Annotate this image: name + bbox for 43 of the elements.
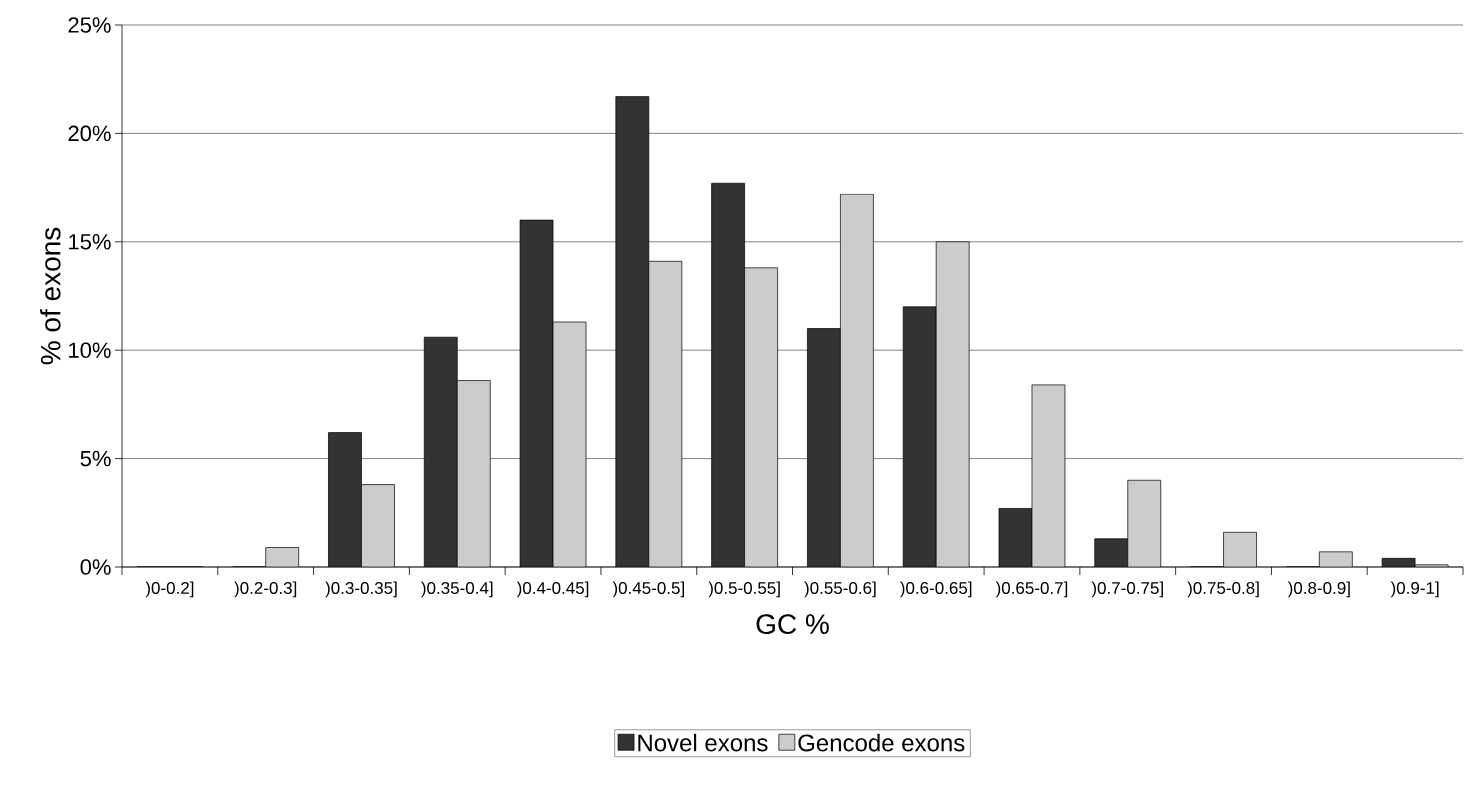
bar: [328, 432, 362, 567]
bar: [935, 241, 970, 567]
legend-label: Gencode exons: [798, 733, 965, 752]
bar: [519, 219, 554, 567]
x-tick-label: )0.8-0.9]: [1287, 581, 1350, 598]
bar: [615, 96, 650, 567]
y-tick-label: 15%: [69, 234, 111, 250]
x-tick-label: )0.7-0.75]: [1091, 581, 1163, 598]
bar: [998, 508, 1033, 567]
x-tick-label: )0.4-0.45]: [516, 581, 589, 598]
bar: [423, 336, 458, 567]
y-tick-label: 5%: [80, 450, 111, 467]
y-tick-label: 25%: [68, 17, 111, 33]
x-tick-label: )0.5-0.55]: [708, 581, 780, 598]
bar: [552, 321, 587, 567]
bar: [456, 380, 491, 567]
x-tick-label: )0.9-1]: [1390, 581, 1439, 598]
bar: [902, 306, 937, 567]
x-axis-title: GC %: [756, 614, 829, 635]
x-tick-label: )0.55-0.6]: [804, 581, 876, 598]
bar: [744, 267, 778, 567]
bar: [648, 260, 683, 567]
x-tick-label: )0.65-0.7]: [995, 581, 1068, 598]
bar: [361, 484, 395, 567]
x-tick-label: )0.6-0.65]: [899, 581, 972, 598]
legend-label: Novel exons: [638, 733, 768, 752]
y-tick-label: 0%: [80, 559, 111, 575]
x-tick-label: )0.2-0.3]: [234, 581, 297, 598]
bar: [840, 193, 874, 567]
x-tick-label: )0-0.2]: [145, 581, 194, 598]
x-tick-label: )0.35-0.4]: [420, 581, 493, 598]
bar: [711, 182, 745, 567]
bar: [1031, 384, 1066, 567]
bar: [1223, 531, 1257, 567]
bar: [1094, 538, 1129, 567]
x-tick-label: )0.75-0.8]: [1187, 581, 1259, 598]
bar: [1127, 479, 1162, 567]
y-tick-label: 10%: [69, 342, 111, 358]
y-tick-label: 20%: [68, 125, 111, 142]
y-axis-title: % of exons: [40, 227, 61, 365]
x-tick-label: )0.3-0.35]: [325, 581, 397, 598]
x-tick-label: )0.45-0.5]: [612, 581, 684, 598]
bar: [807, 328, 841, 567]
